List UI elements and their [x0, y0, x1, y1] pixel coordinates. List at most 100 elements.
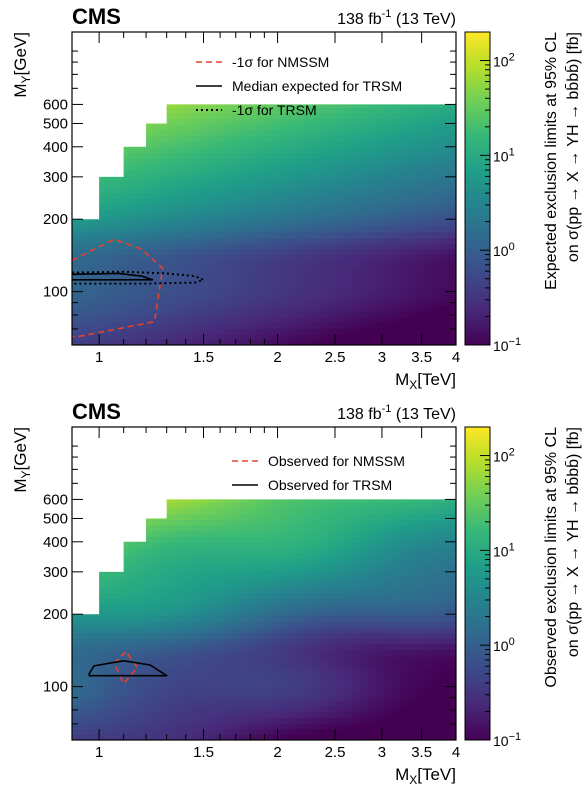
colorbar-step	[465, 720, 490, 725]
heatmap-cell	[112, 104, 121, 108]
heatmap-cell	[200, 254, 209, 261]
heatmap-cell	[136, 322, 145, 329]
heatmap-cell	[88, 570, 97, 577]
heatmap-cells	[72, 104, 456, 345]
heatmap-cell	[400, 146, 409, 154]
heatmap-cell	[400, 643, 409, 651]
heatmap-cell	[448, 609, 456, 617]
heatmap-cell	[168, 491, 177, 497]
heatmap-cell	[304, 558, 313, 566]
heatmap-cell	[392, 220, 401, 227]
heatmap-cell	[224, 265, 233, 273]
heatmap-cell	[248, 694, 257, 701]
heatmap-cell	[304, 226, 313, 233]
heatmap-cell	[432, 237, 441, 244]
heatmap-cell	[192, 570, 201, 577]
heatmap-cell	[312, 192, 321, 199]
heatmap-cell	[104, 711, 113, 718]
heatmap-cell	[392, 328, 401, 335]
heatmap-cell	[256, 581, 265, 588]
heatmap-cell	[400, 328, 409, 335]
heatmap-cell	[360, 124, 369, 131]
heatmap-cell	[360, 192, 369, 199]
heatmap-cell	[312, 672, 321, 679]
heatmap-cell	[376, 632, 385, 639]
heatmap-cell	[272, 632, 281, 639]
heatmap-cell	[80, 118, 89, 125]
heatmap-cell	[368, 311, 377, 318]
heatmap-cell	[432, 299, 441, 306]
heatmap-cell	[360, 243, 369, 250]
heatmap-cell	[200, 322, 209, 329]
heatmap-cell	[328, 508, 337, 515]
heatmap-cell	[104, 265, 113, 273]
heatmap-cell	[184, 711, 193, 718]
heatmap-cell	[296, 299, 305, 306]
heatmap-cell	[168, 706, 177, 713]
heatmap-cell	[136, 683, 145, 690]
heatmap-cell	[232, 570, 241, 577]
heatmap-cell	[240, 525, 249, 532]
heatmap-cell	[128, 180, 137, 188]
heatmap-cell	[328, 677, 337, 685]
heatmap-cell	[176, 728, 185, 735]
heatmap-cell	[72, 209, 81, 216]
heatmap-cell	[144, 175, 153, 182]
colorbar-step	[465, 442, 490, 448]
heatmap-cell	[248, 553, 257, 560]
heatmap-cell	[200, 107, 209, 114]
heatmap-cell	[184, 152, 193, 159]
heatmap-cell	[400, 305, 409, 312]
heatmap-cell	[408, 666, 417, 673]
heatmap-cell	[328, 130, 337, 137]
heatmap-cell	[320, 638, 329, 645]
heatmap-cell	[336, 621, 345, 628]
heatmap-cell	[240, 104, 249, 108]
heatmap-cell	[272, 558, 281, 566]
heatmap-cell	[120, 638, 129, 645]
heatmap-cell	[376, 237, 385, 244]
heatmap-cell	[304, 499, 313, 503]
heatmap-cell	[200, 152, 209, 159]
heatmap-cell	[440, 683, 449, 690]
heatmap-cell	[104, 339, 113, 345]
colorbar-step	[465, 716, 490, 721]
heatmap-cell	[320, 260, 329, 267]
heatmap-cell	[96, 677, 105, 685]
heatmap-cell	[192, 626, 201, 634]
heatmap-cell	[128, 632, 137, 639]
heatmap-cell	[200, 209, 209, 216]
heatmap-cell	[104, 146, 113, 154]
heatmap-cell	[408, 604, 417, 611]
heatmap-cell	[216, 220, 225, 227]
heatmap-cell	[392, 609, 401, 617]
colorbar-step	[465, 458, 490, 463]
heatmap-cell	[208, 104, 217, 108]
heatmap-cell	[192, 592, 201, 600]
heatmap-cell	[216, 706, 225, 713]
heatmap-cell	[384, 328, 393, 335]
heatmap-cell	[352, 254, 361, 261]
heatmap-cell	[280, 530, 289, 537]
heatmap-cell	[144, 282, 153, 290]
heatmap-cell	[344, 175, 353, 182]
heatmap-cell	[144, 700, 153, 707]
experiment-label: CMS	[72, 399, 121, 424]
heatmap-cell	[176, 706, 185, 713]
heatmap-cell	[152, 328, 161, 335]
heatmap-cell	[128, 502, 137, 509]
heatmap-cell	[168, 104, 177, 108]
heatmap-cell	[248, 626, 257, 634]
heatmap-cell	[152, 243, 161, 250]
heatmap-cell	[256, 632, 265, 639]
colorbar-step	[465, 125, 490, 131]
y-tick-label: 300	[43, 564, 68, 581]
x-tick-label: 3.5	[411, 349, 432, 366]
heatmap-cell	[192, 575, 201, 583]
heatmap-cell	[296, 209, 305, 216]
heatmap-cell	[304, 587, 313, 594]
heatmap-cell	[160, 491, 169, 497]
heatmap-cell	[224, 570, 233, 577]
heatmap-cell	[256, 700, 265, 707]
heatmap-cell	[152, 158, 161, 165]
